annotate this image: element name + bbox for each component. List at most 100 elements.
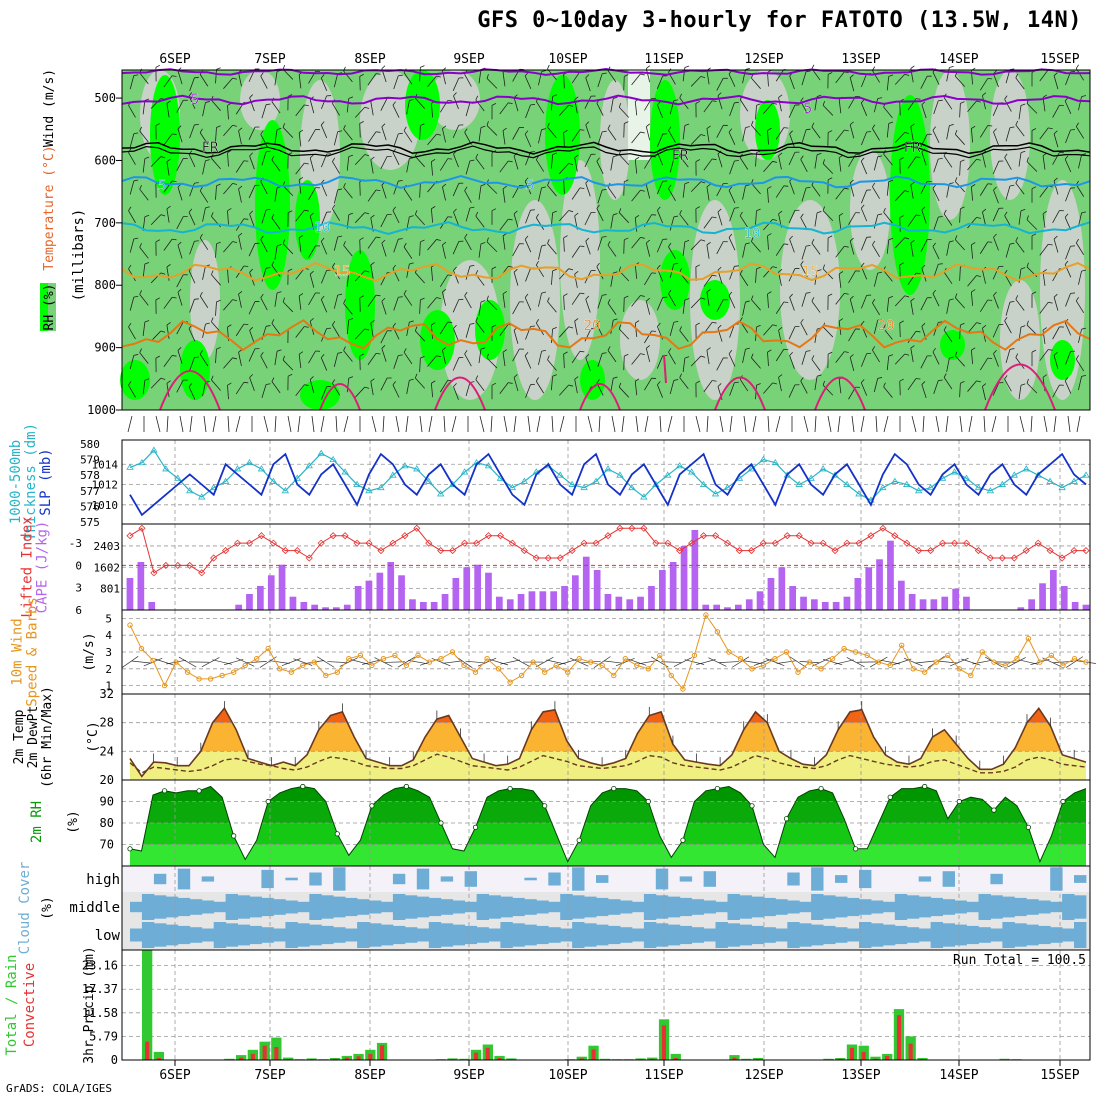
cloud-cover-cell: [381, 902, 393, 912]
wind10m-barb: [834, 660, 853, 664]
cloud-cover-cell: [261, 898, 273, 916]
cloud-cover-cell: [548, 902, 560, 912]
surface-wind-barb: [228, 416, 229, 432]
cape-bar: [659, 570, 666, 610]
contour-label: 15: [802, 264, 819, 280]
surface-wind-barb: [420, 416, 422, 432]
cloud-cover-cell: [524, 899, 536, 915]
cape-bar: [431, 602, 438, 610]
pressure-tick-label: 700: [94, 216, 116, 230]
cloud-cover-cell: [238, 895, 250, 918]
cloud-cover-cell: [751, 897, 763, 918]
cloud-cover-cell: [489, 929, 501, 942]
cloud-cover-cell: [477, 894, 489, 920]
surface-wind-barb: [768, 416, 769, 432]
cape-bar: [941, 597, 948, 610]
cloud-cover-cell: [1026, 925, 1038, 946]
cloud-cover-cell: [811, 867, 823, 890]
cloud-axis-label-line: Cloud Cover: [17, 862, 33, 955]
wind10m-unit-label-line: (m/s): [82, 632, 97, 671]
surface-wind-barb: [298, 416, 300, 432]
cloud-cover-cell: [548, 927, 560, 943]
cape-bar: [909, 594, 916, 610]
surface-wind-barb: [312, 416, 314, 432]
cloud-cover-cell: [465, 926, 477, 944]
surface-wind-barb: [588, 416, 592, 432]
cape-bar: [1050, 570, 1057, 610]
precip-convective-bar: [251, 1054, 255, 1060]
cape-bar: [637, 597, 644, 610]
cape-bar: [409, 599, 416, 610]
precip-convective-bar: [368, 1054, 372, 1060]
cloud-cover-cell: [931, 898, 943, 916]
temp-band-mid: [122, 723, 1090, 752]
precip-convective-bar: [850, 1048, 854, 1060]
surface-wind-barb: [396, 416, 399, 432]
rh-high-area: [890, 95, 930, 295]
surface-wind-barb: [275, 416, 276, 432]
slp-tick-label: 1012: [92, 479, 119, 492]
cloud-cover-cell: [943, 899, 955, 915]
wind10m-barb: [973, 660, 993, 664]
cloud-cover-cell: [835, 897, 847, 918]
rh2m-tick-label: 90: [100, 795, 114, 809]
cape-bar: [844, 597, 851, 610]
cloud-cover-cell: [668, 925, 680, 946]
wind10m-barb: [132, 661, 152, 663]
cape-bar: [1083, 605, 1090, 610]
rh2m-point: [750, 804, 754, 808]
pressure-axis-label-line: SLP (mb): [38, 448, 54, 515]
cape-bar: [768, 578, 775, 610]
wind10m-barb: [777, 661, 797, 664]
cloud-cover-cell: [130, 929, 142, 942]
cloud-cover-cell: [465, 902, 477, 912]
wind-tick-label: 2: [105, 663, 112, 676]
cloud-cover-cell: [285, 901, 297, 914]
rh-high-area: [150, 75, 180, 195]
cloud-cover-cell: [560, 894, 572, 920]
wind10m-barb: [122, 656, 138, 667]
cape-bar: [344, 605, 351, 610]
rh2m-point: [923, 784, 927, 788]
cloud-cover-cell: [1026, 899, 1038, 915]
cape-bar: [811, 599, 818, 610]
cloud-cover-cell: [835, 875, 847, 883]
contour-label: FR: [672, 148, 689, 164]
cape-bar: [583, 557, 590, 610]
temp-tick-label: 20: [100, 773, 114, 787]
cloud-cover-cell: [202, 876, 214, 881]
precip-convective-bar: [897, 1015, 901, 1060]
cape-bar: [290, 597, 297, 610]
cloud-cover-cell: [775, 899, 787, 915]
cape-bar: [507, 599, 514, 610]
rh2m-point: [543, 804, 547, 808]
surface-wind-barb: [660, 416, 661, 432]
cape-bar: [757, 591, 764, 610]
surface-wind-barb: [645, 416, 648, 432]
cape-bar: [713, 605, 720, 610]
cape-bar: [1061, 586, 1068, 610]
surface-wind-barb: [828, 416, 831, 432]
cloud-cover-cell: [919, 897, 931, 918]
cloud-cover-cell: [895, 894, 907, 920]
cloud-cover-cell: [297, 902, 309, 912]
surface-wind-barb: [636, 416, 638, 432]
cloud-cover-cell: [943, 871, 955, 887]
cloud-cover-cell: [429, 898, 441, 916]
surface-wind-barb: [720, 416, 723, 432]
cloud-cover-cell: [990, 874, 1002, 884]
cloud-cover-cell: [656, 895, 668, 918]
cape-bar: [789, 586, 796, 610]
cloud-cover-cell: [405, 927, 417, 943]
cloud-cover-cell: [309, 925, 321, 946]
cloud-cover-cell: [847, 898, 859, 916]
cape-bar: [453, 578, 460, 610]
cloud-cover-cell: [202, 929, 214, 942]
precip-unit-label-line: 3hr Precip (mm): [82, 946, 97, 1063]
cloud-cover-cell: [345, 898, 357, 916]
date-label-bottom: 9SEP: [453, 1068, 484, 1083]
date-label-top: 7SEP: [254, 52, 285, 67]
cloud-cover-cell: [321, 895, 333, 918]
thickness-tick-label: 575: [80, 516, 100, 529]
rh2m-point: [232, 834, 236, 838]
